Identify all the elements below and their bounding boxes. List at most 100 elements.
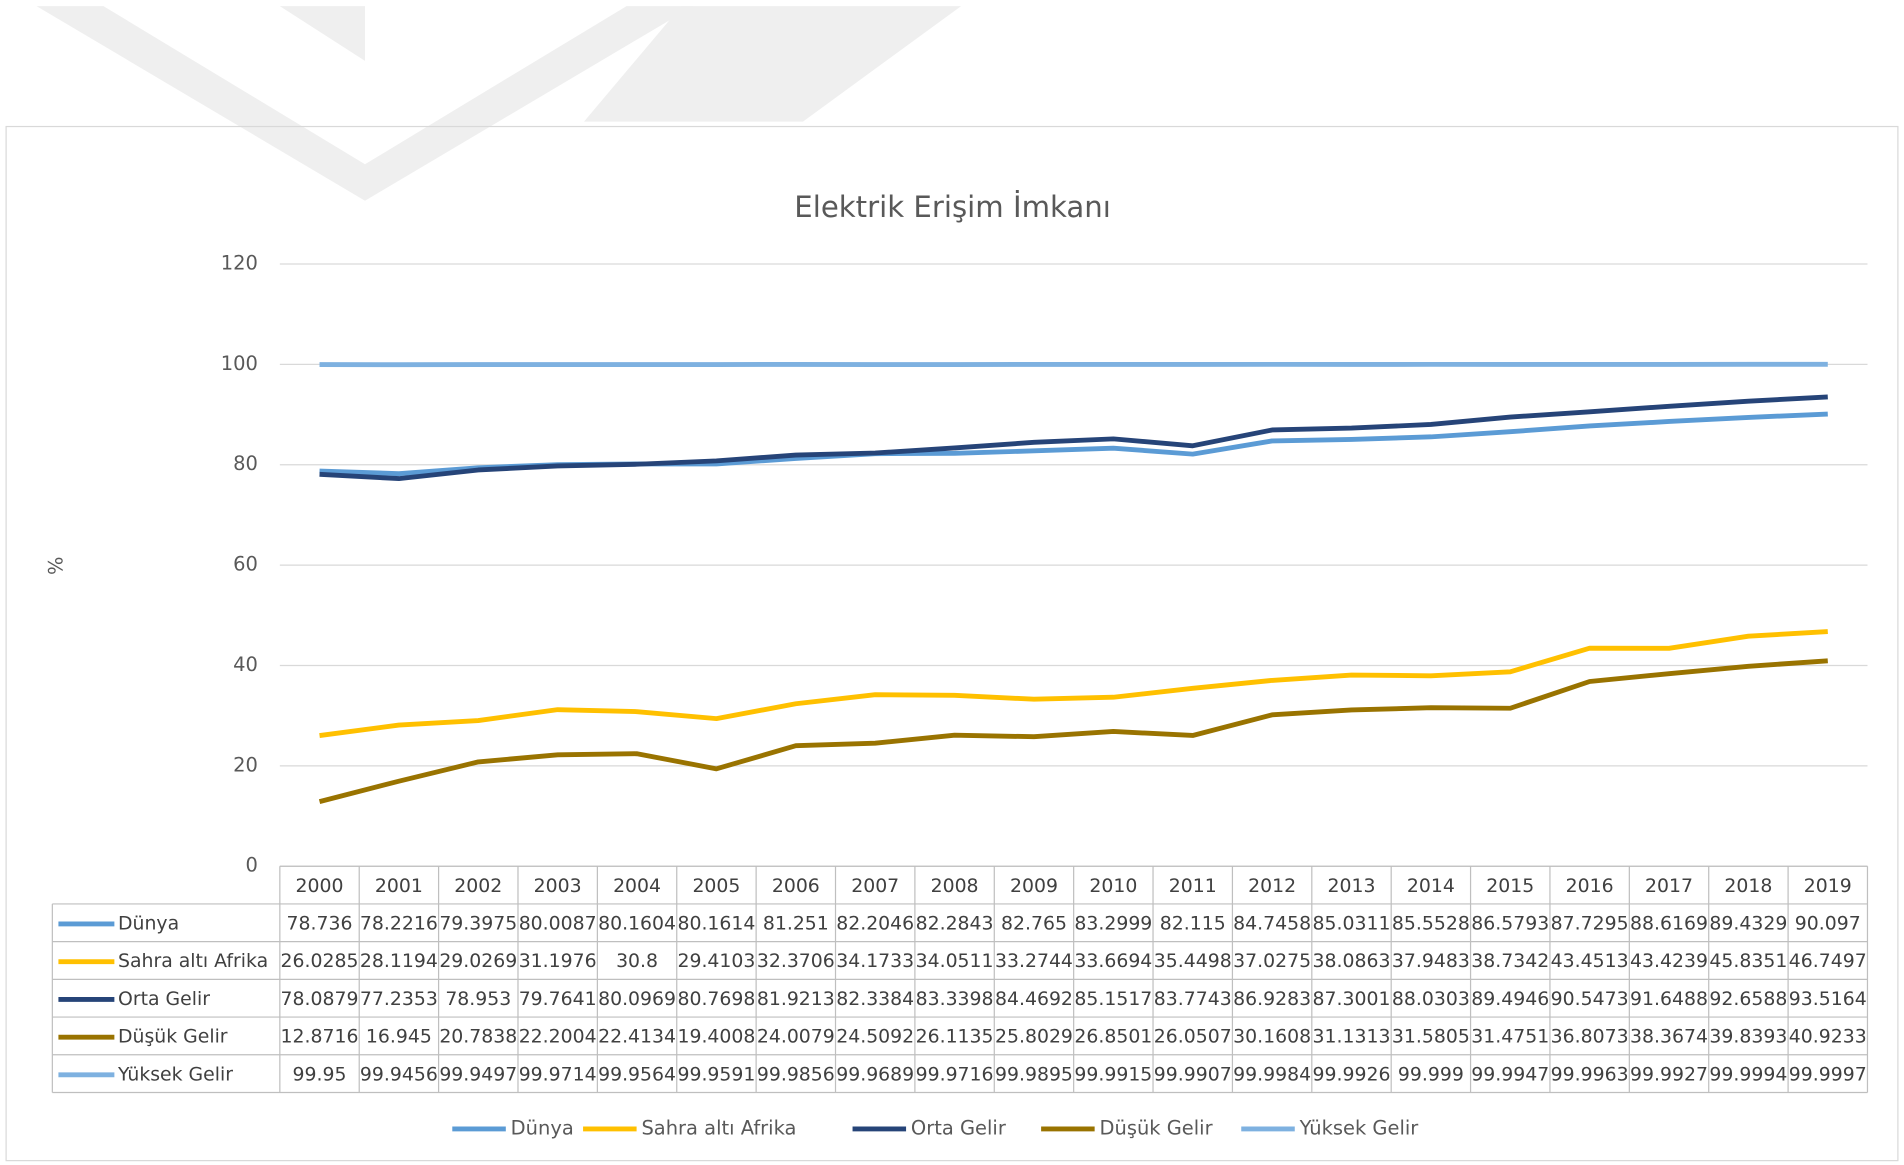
table-cell: 31.4751 <box>1471 1027 1549 1048</box>
table-cell: 99.9591 <box>677 1064 755 1085</box>
table-cell: 99.9963 <box>1551 1064 1629 1085</box>
table-cell: 30.8 <box>616 951 658 972</box>
line-series <box>320 397 1828 479</box>
table-cell: 80.1614 <box>677 913 755 934</box>
table-cell: 85.0311 <box>1313 913 1391 934</box>
table-cell: 99.9994 <box>1709 1064 1787 1085</box>
y-tick-label: 80 <box>233 452 258 475</box>
y-tick-label: 120 <box>221 251 258 274</box>
legend-label: Sahra altı Afrika <box>641 1116 796 1139</box>
table-cell: 12.8716 <box>281 1027 359 1048</box>
table-cell: 88.0303 <box>1392 989 1470 1010</box>
table-cell: 31.1313 <box>1313 1027 1391 1048</box>
table-cell: 92.6588 <box>1709 989 1787 1010</box>
table-cell: 99.9915 <box>1074 1064 1152 1085</box>
table-cell: 99.9856 <box>757 1064 835 1085</box>
table-cell: 26.0507 <box>1154 1027 1232 1048</box>
table-cell: 80.0969 <box>598 989 676 1010</box>
y-tick-label: 40 <box>233 653 258 676</box>
legend-label: Orta Gelir <box>911 1116 1006 1139</box>
y-tick-label: 60 <box>233 553 258 576</box>
x-tick-label: 2007 <box>851 876 899 897</box>
table-cell: 99.9984 <box>1233 1064 1311 1085</box>
table-cell: 39.8393 <box>1709 1027 1787 1048</box>
table-cell: 43.4513 <box>1551 951 1629 972</box>
line-series <box>320 661 1828 802</box>
table-cell: 26.8501 <box>1074 1027 1152 1048</box>
x-tick-label: 2000 <box>296 876 344 897</box>
table-cell: 87.7295 <box>1551 913 1629 934</box>
legend-label: Düşük Gelir <box>1100 1116 1213 1139</box>
table-row-label: Sahra altı Afrika <box>118 951 268 972</box>
table-cell: 99.9689 <box>836 1064 914 1085</box>
x-tick-label: 2002 <box>454 876 502 897</box>
table-cell: 28.1194 <box>360 951 438 972</box>
table-cell: 80.1604 <box>598 913 676 934</box>
table-cell: 43.4239 <box>1630 951 1708 972</box>
table-cell: 24.0079 <box>757 1027 835 1048</box>
table-cell: 90.5473 <box>1551 989 1629 1010</box>
table-cell: 82.765 <box>1001 913 1067 934</box>
table-row-label: Dünya <box>118 913 179 934</box>
table-cell: 78.953 <box>445 989 511 1010</box>
table-cell: 33.2744 <box>995 951 1073 972</box>
table-cell: 82.115 <box>1160 913 1226 934</box>
table-cell: 34.1733 <box>836 951 914 972</box>
table-cell: 99.9714 <box>519 1064 597 1085</box>
table-cell: 88.6169 <box>1630 913 1708 934</box>
table-cell: 99.9947 <box>1471 1064 1549 1085</box>
table-cell: 35.4498 <box>1154 951 1232 972</box>
table-cell: 26.0285 <box>281 951 359 972</box>
table-cell: 79.3975 <box>439 913 517 934</box>
table-cell: 99.9927 <box>1630 1064 1708 1085</box>
table-cell: 86.9283 <box>1233 989 1311 1010</box>
table-cell: 81.251 <box>763 913 829 934</box>
table-cell: 99.999 <box>1398 1064 1464 1085</box>
watermark-shape <box>280 6 365 61</box>
table-cell: 38.7342 <box>1471 951 1549 972</box>
table-cell: 24.5092 <box>836 1027 914 1048</box>
x-tick-label: 2016 <box>1566 876 1614 897</box>
table-row-label: Orta Gelir <box>118 989 210 1010</box>
x-tick-label: 2018 <box>1724 876 1772 897</box>
x-tick-label: 2010 <box>1089 876 1137 897</box>
table-cell: 32.3706 <box>757 951 835 972</box>
table-cell: 83.7743 <box>1154 989 1232 1010</box>
legend-label: Dünya <box>511 1116 574 1139</box>
table-cell: 38.0863 <box>1313 951 1391 972</box>
table-cell: 99.9564 <box>598 1064 676 1085</box>
table-cell: 99.9895 <box>995 1064 1073 1085</box>
x-tick-label: 2003 <box>534 876 582 897</box>
table-cell: 99.9907 <box>1154 1064 1232 1085</box>
table-cell: 99.95 <box>293 1064 347 1085</box>
table-cell: 84.7458 <box>1233 913 1311 934</box>
table-cell: 20.7838 <box>439 1027 517 1048</box>
table-cell: 31.1976 <box>519 951 597 972</box>
table-cell: 90.097 <box>1795 913 1861 934</box>
legend-label: Yüksek Gelir <box>1299 1116 1419 1139</box>
table-cell: 86.5793 <box>1471 913 1549 934</box>
x-tick-label: 2015 <box>1486 876 1534 897</box>
table-row-label: Yüksek Gelir <box>117 1064 233 1085</box>
x-tick-label: 2011 <box>1169 876 1217 897</box>
x-tick-label: 2006 <box>772 876 820 897</box>
chart-title: Elektrik Erişim İmkanı <box>794 190 1111 224</box>
table-cell: 99.9497 <box>439 1064 517 1085</box>
table-cell: 80.0087 <box>519 913 597 934</box>
line-series <box>320 632 1828 736</box>
table-cell: 30.1608 <box>1233 1027 1311 1048</box>
y-tick-label: 0 <box>246 854 258 877</box>
y-tick-label: 100 <box>221 352 258 375</box>
table-cell: 40.9233 <box>1789 1027 1867 1048</box>
table-cell: 26.1135 <box>916 1027 994 1048</box>
table-cell: 78.2216 <box>360 913 438 934</box>
table-cell: 89.4946 <box>1471 989 1549 1010</box>
x-tick-label: 2005 <box>692 876 740 897</box>
table-cell: 36.8073 <box>1551 1027 1629 1048</box>
table-cell: 81.9213 <box>757 989 835 1010</box>
x-tick-label: 2001 <box>375 876 423 897</box>
x-tick-label: 2008 <box>931 876 979 897</box>
x-tick-label: 2013 <box>1328 876 1376 897</box>
chart: Elektrik Erişim İmkanı % 020406080100120… <box>0 0 1904 1165</box>
y-tick-label: 20 <box>233 753 258 776</box>
